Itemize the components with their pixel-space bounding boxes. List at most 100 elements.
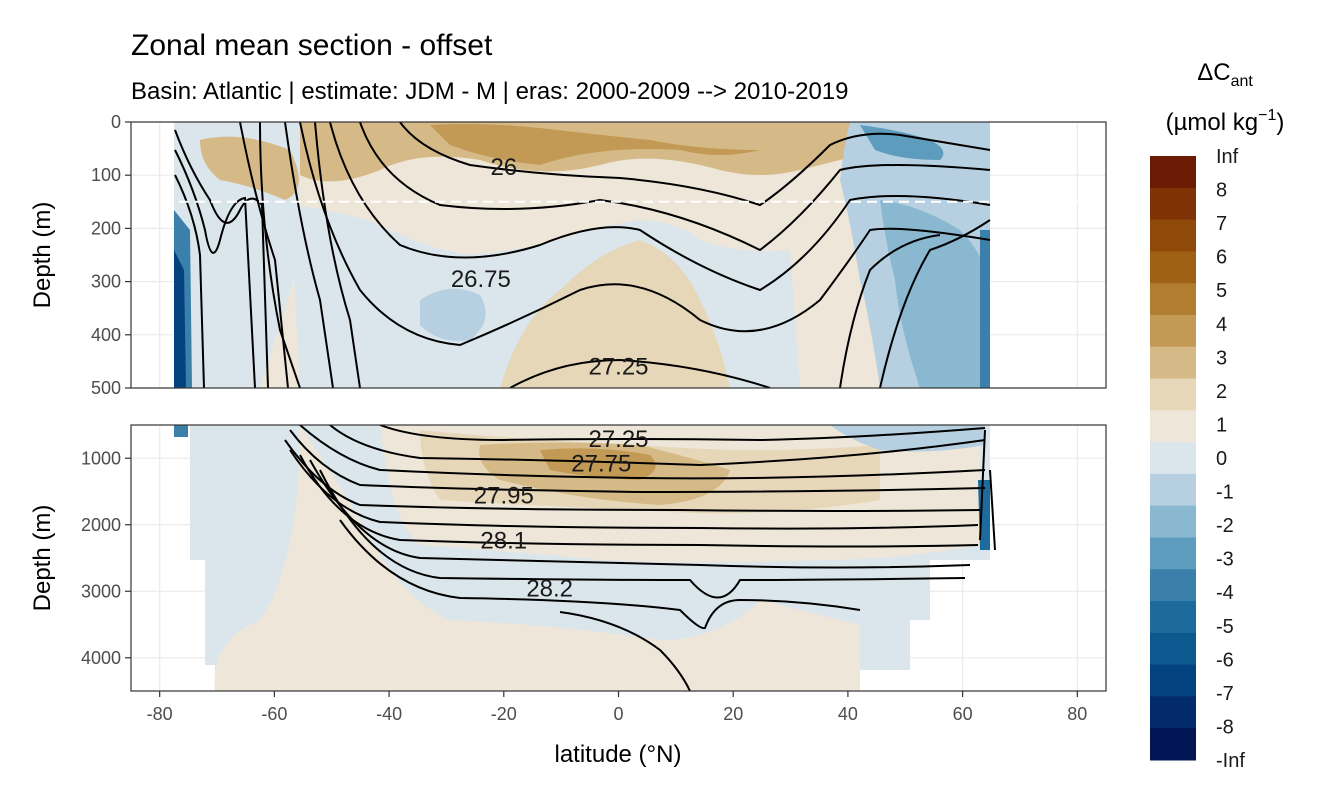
legend-level-label: 3	[1216, 347, 1227, 369]
x-axis-ticks: -80 -60 -40 -20 0 20 40 60 80	[147, 691, 1087, 724]
isopycnal-sa4	[239, 122, 289, 388]
isopycnal-27-25-bottom	[379, 425, 986, 442]
top-y-tick-label: 200	[91, 218, 121, 238]
legend-level-label: -5	[1216, 616, 1234, 638]
x-tick-label: -80	[147, 704, 173, 724]
legend-swatch	[1150, 632, 1196, 666]
x-tick-label: 60	[953, 704, 973, 724]
isopycnal-28	[289, 449, 979, 530]
legend-level-label: 1	[1216, 414, 1227, 436]
legend-level-label: -1	[1216, 482, 1234, 504]
top-panel-y-ticks: 0 100 200 300 400 500	[91, 112, 131, 398]
legend-title: ΔCant	[1197, 59, 1253, 90]
legend-swatch	[1150, 569, 1196, 602]
isopycnal-sa2	[174, 149, 256, 388]
legend-level-label: 0	[1216, 448, 1227, 470]
isopycnal-27-25-top	[509, 358, 771, 388]
legend-level-label: 6	[1216, 247, 1227, 269]
x-tick-label: -40	[376, 704, 402, 724]
x-tick-label: -60	[261, 704, 287, 724]
legend-level-label: Inf	[1216, 146, 1239, 168]
legend-swatch	[1150, 314, 1196, 348]
bottom-field-brown-dark	[540, 448, 656, 480]
isopycnal-26-25-top	[359, 122, 991, 252]
legend-swatch	[1150, 473, 1196, 507]
top-panel-isopycnal-labels: 26 26.75 27.25	[451, 154, 649, 381]
legend-swatch	[1150, 283, 1196, 316]
legend-swatch	[1150, 505, 1196, 538]
top-panel-field	[174, 122, 990, 388]
top-y-tick-label: 0	[111, 112, 121, 132]
legend-level-label: 2	[1216, 381, 1227, 403]
x-tick-label: -20	[491, 704, 517, 724]
top-field-mid-tan	[500, 240, 730, 388]
legend-swatch	[1150, 219, 1196, 252]
legend-swatch	[1150, 346, 1196, 380]
isopycnal-label: 27.95	[474, 482, 534, 509]
legend-level-label: 4	[1216, 314, 1227, 336]
bottom-y-tick-label: 3000	[81, 581, 121, 601]
x-axis-label: latitude (°N)	[555, 741, 682, 768]
top-y-tick-label: 400	[91, 325, 121, 345]
legend-level-label: 5	[1216, 280, 1227, 302]
isopycnal-na1	[879, 219, 991, 388]
isopycnal-27-85	[289, 429, 986, 494]
isopycnal-north-vertical	[979, 429, 996, 551]
legend: ΔCant (µmol kg−1) Inf 8 7 6 5 4 3 2 1 0 -1 -2 -3 -4 -5…	[1150, 59, 1284, 772]
isopycnal-28-25	[559, 611, 691, 691]
legend-swatch	[1150, 410, 1196, 443]
legend-swatch	[1150, 251, 1196, 284]
isopycnal-label: 28.2	[526, 576, 573, 603]
top-panel-y-axis-label: Depth (m)	[29, 202, 56, 309]
bottom-panel-isopycnals	[284, 425, 996, 691]
bottom-panel-y-ticks: 1000 2000 3000 4000	[81, 448, 131, 668]
legend-level-label: 7	[1216, 213, 1227, 235]
isopycnal-27-75	[299, 425, 986, 480]
top-field-north-edge	[980, 230, 990, 388]
x-tick-label: 40	[838, 704, 858, 724]
legend-swatch	[1150, 187, 1196, 221]
isopycnal-27-5	[329, 425, 986, 467]
isopycnal-label: 27.25	[588, 354, 648, 381]
top-field-blob-left	[420, 288, 486, 341]
legend-unit: (µmol kg−1)	[1166, 107, 1285, 136]
isopycnal-sa5	[284, 122, 334, 388]
legend-swatch	[1150, 601, 1196, 634]
top-panel: 0 100 200 300 400 500 26 26.75 27.25 Depth (m)	[29, 112, 1107, 398]
isopycnal-28-05	[299, 454, 979, 548]
legend-level-label: -Inf	[1216, 750, 1245, 772]
legend-swatch	[1150, 696, 1196, 729]
legend-level-label: 8	[1216, 180, 1227, 202]
bottom-y-tick-label: 4000	[81, 648, 121, 668]
bottom-field-tan-deep	[214, 425, 860, 691]
legend-swatch	[1150, 442, 1196, 475]
legend-swatch	[1150, 664, 1196, 697]
x-tick-label: 20	[723, 704, 743, 724]
legend-swatch	[1150, 378, 1196, 411]
isopycnal-26-75-top	[299, 122, 991, 347]
top-panel-isopycnals	[174, 122, 991, 388]
x-tick-label: 0	[613, 704, 623, 724]
legend-level-label: -2	[1216, 515, 1234, 537]
top-y-tick-label: 500	[91, 378, 121, 398]
x-tick-label: 80	[1067, 704, 1087, 724]
isopycnal-28-2	[339, 519, 861, 630]
isopycnal-label: 26	[490, 154, 517, 181]
top-field-surface-brown	[430, 124, 760, 165]
chart-subtitle: Basin: Atlantic | estimate: JDM - M | er…	[131, 78, 848, 105]
isopycnal-sa3	[174, 174, 205, 388]
bottom-field-antarctic-cap	[174, 425, 188, 437]
top-y-tick-label: 100	[91, 165, 121, 185]
chart-title: Zonal mean section - offset	[131, 29, 493, 62]
legend-colorbar: Inf 8 7 6 5 4 3 2 1 0 -1 -2 -3 -4 -5 -6 -7 -8 -Inf	[1150, 146, 1245, 772]
legend-swatch	[1150, 537, 1196, 570]
legend-swatch	[1150, 156, 1196, 189]
legend-level-label: -6	[1216, 649, 1234, 671]
isopycnal-label: 27.75	[571, 451, 631, 478]
isopycnal-label: 28.1	[480, 528, 527, 555]
top-panel-border	[130, 121, 1107, 389]
top-field-antarctic-dark	[174, 250, 186, 388]
